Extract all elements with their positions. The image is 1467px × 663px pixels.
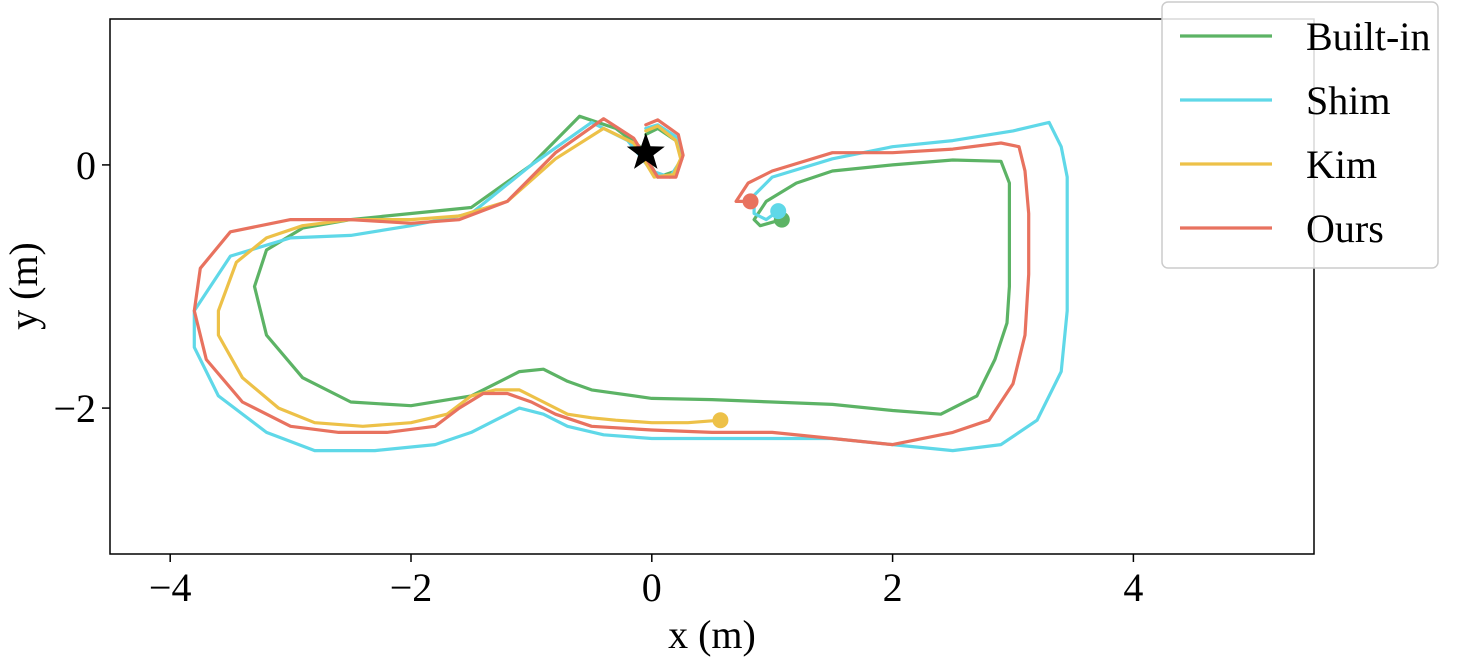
start-star-icon: [626, 132, 665, 169]
series-line-built-in: [252, 114, 1012, 416]
legend-label-ours: Ours: [1306, 206, 1384, 251]
x-tick-label: −2: [390, 565, 433, 610]
legend-label-built-in: Built-in: [1306, 14, 1430, 59]
y-tick-label: 0: [76, 143, 96, 188]
legend-box: [1161, 1, 1439, 269]
axes: x (m) y (m) −4 −2 0 2 4 0 −2: [1, 18, 1315, 657]
plot-frame: [109, 18, 1315, 555]
x-tick-label: 2: [883, 565, 903, 610]
series-line-kim: [216, 124, 723, 428]
y-tick-label: −2: [53, 386, 96, 431]
legend: Built-in Shim Kim Ours: [1161, 1, 1439, 269]
x-tick-label: 4: [1123, 565, 1143, 610]
plot-area: [192, 114, 1069, 453]
end-marker-ours: [742, 193, 759, 210]
x-tick-label: 0: [642, 565, 662, 610]
legend-label-shim: Shim: [1306, 78, 1390, 123]
series-line-shim: [192, 120, 1069, 453]
end-marker-kim: [712, 412, 729, 429]
legend-label-kim: Kim: [1306, 142, 1377, 187]
series-line-ours: [192, 117, 1031, 447]
y-axis-label: y (m): [1, 242, 46, 330]
end-marker-shim: [770, 203, 787, 220]
x-tick-label: −4: [149, 565, 192, 610]
x-axis-label: x (m): [668, 612, 756, 657]
